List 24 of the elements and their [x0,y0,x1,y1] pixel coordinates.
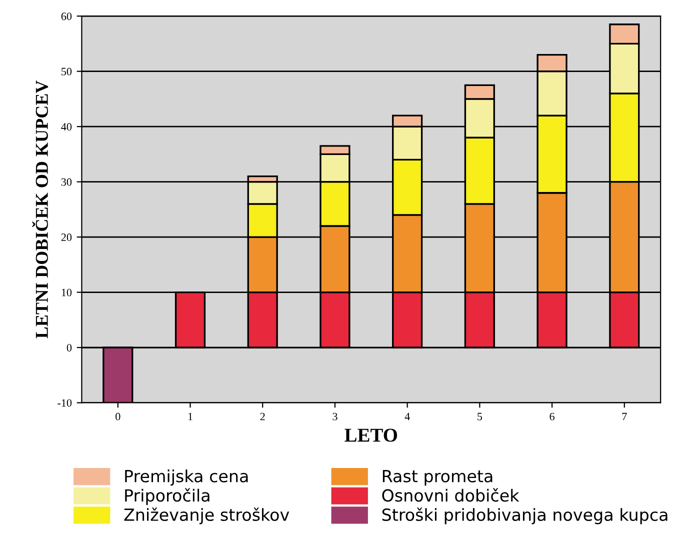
y-tick-label: 0 [66,344,72,352]
y-tick-label: 50 [62,68,72,76]
y-tick-label: 30 [61,178,72,186]
legend-label: Osnovni dobiček [382,488,520,502]
x-tick-label: 6 [550,412,554,420]
x-axis-title: LETO [344,428,398,442]
x-tick-label: 0 [116,412,120,420]
y-tick-label: -10 [58,399,72,407]
legend-label: Stroški pridobivanja novega kupca [382,507,668,524]
x-tick-label: 4 [404,412,410,420]
legend-label: Premijska cena [125,470,248,486]
x-tick-label: 5 [478,412,482,420]
y-tick-label: 10 [62,288,72,296]
legend-label: Priporočila [125,488,210,505]
legend-label: Zniževanje stroškov [124,507,290,524]
legend-label: Rast prometa [382,470,492,486]
x-tick-label: 3 [332,412,338,420]
y-tick-label: 20 [61,234,72,242]
y-axis-title: LETNI DOBIČEK OD KUPCEV [32,80,48,338]
x-tick-label: 7 [622,412,627,420]
x-tick-label: 2 [260,412,265,420]
y-tick-label: 40 [61,123,72,131]
y-tick-label: 60 [61,12,72,20]
x-tick-label: 1 [188,412,192,420]
